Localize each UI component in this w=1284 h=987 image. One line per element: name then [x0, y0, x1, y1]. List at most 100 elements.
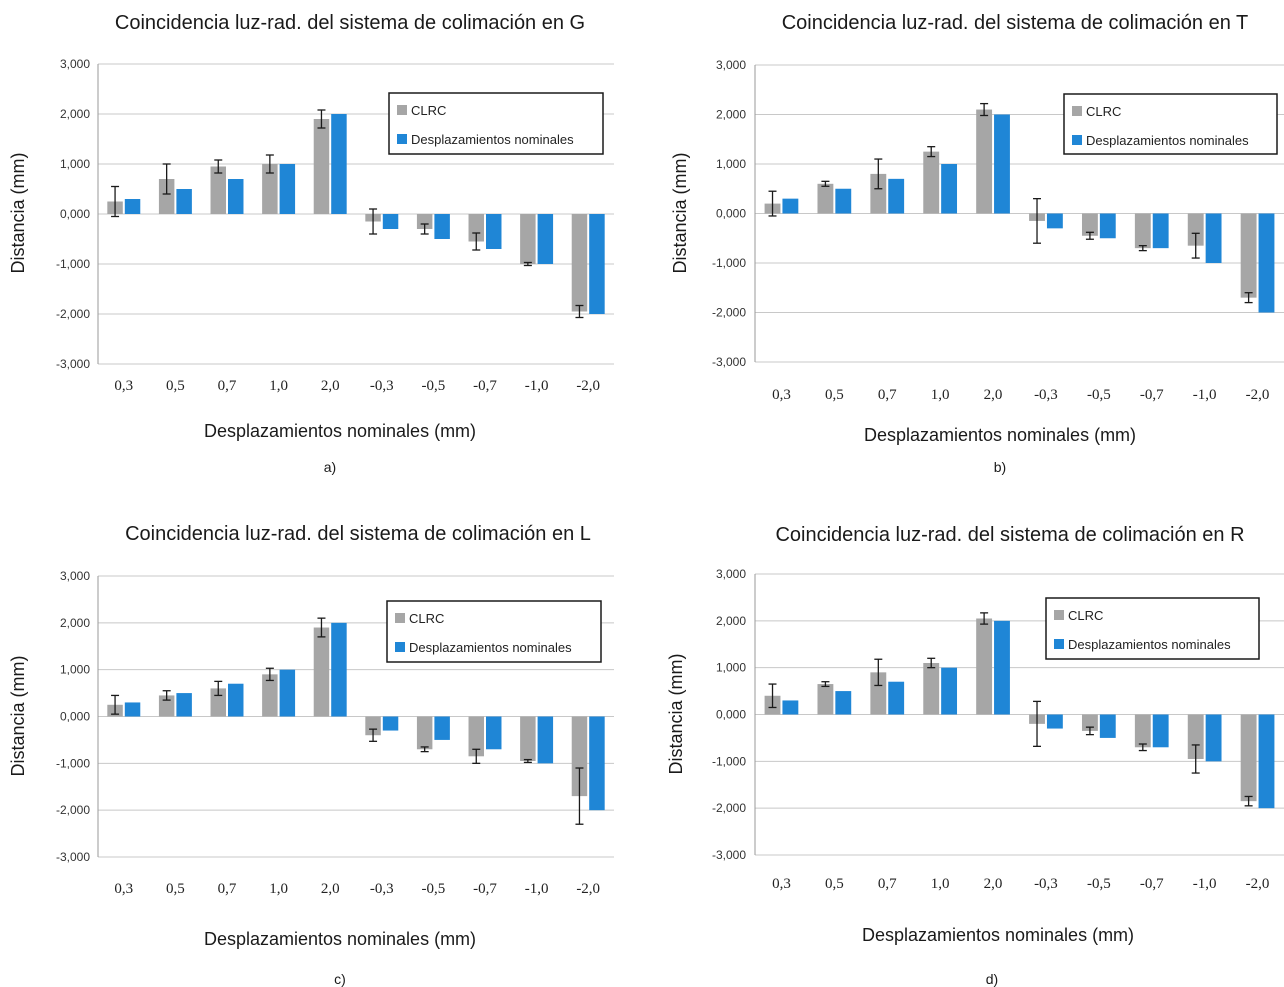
legend: CLRC Desplazamientos nominales	[388, 92, 604, 155]
error-bar	[1033, 700, 1042, 747]
error-bar	[265, 154, 274, 174]
x-tick-label: 0,3	[772, 387, 791, 403]
error-bar	[874, 658, 883, 687]
error-bar	[214, 159, 223, 174]
x-tick-label: -0,7	[1140, 876, 1164, 892]
bar-nominal	[589, 214, 605, 314]
bar-nominal	[1205, 714, 1222, 762]
y-tick-label: -2,000	[56, 307, 90, 321]
chart-title: Coincidencia luz-rad. del sistema de col…	[115, 12, 585, 34]
legend-label: CLRC	[411, 103, 446, 118]
y-axis-label: Distancia (mm)	[666, 653, 686, 774]
bar-nominal	[994, 114, 1010, 214]
legend-swatch	[1072, 135, 1082, 145]
bar-nominal	[279, 164, 296, 214]
x-tick-label: 0,7	[878, 387, 897, 403]
bar-nominal	[1046, 714, 1063, 729]
y-tick-label: 3,000	[716, 567, 746, 581]
chart-title: Coincidencia luz-rad. del sistema de col…	[782, 12, 1249, 34]
bar-clrc	[416, 716, 433, 750]
x-tick-label: -2,0	[576, 378, 600, 394]
x-tick-label: 2,0	[321, 881, 340, 897]
chart-title: Coincidencia luz-rad. del sistema de col…	[125, 523, 591, 545]
x-tick-label: 2,0	[984, 387, 1003, 403]
y-tick-label: 2,000	[716, 108, 746, 122]
x-tick-label: -1,0	[1193, 876, 1217, 892]
chart-panel-2: Coincidencia luz-rad. del sistema de col…	[8, 523, 614, 987]
error-bar	[1085, 726, 1094, 736]
legend-label: Desplazamientos nominales	[1086, 133, 1249, 148]
error-bar	[1138, 743, 1147, 752]
x-tick-label: -0,3	[370, 378, 394, 394]
legend: CLRC Desplazamientos nominales	[386, 600, 602, 663]
bar-clrc	[1240, 714, 1257, 802]
y-tick-label: -1,000	[56, 756, 90, 770]
bar-nominal	[331, 114, 347, 214]
y-tick-label: 0,000	[60, 207, 90, 221]
y-axis-label: Distancia (mm)	[670, 152, 690, 273]
bar-clrc	[262, 164, 278, 214]
chart-panel-1: Coincidencia luz-rad. del sistema de col…	[670, 12, 1284, 475]
y-tick-label: 3,000	[60, 57, 90, 71]
bar-clrc	[313, 627, 330, 717]
chart-title: Coincidencia luz-rad. del sistema de col…	[775, 524, 1244, 546]
bar-clrc	[923, 151, 940, 214]
legend-box	[386, 600, 602, 663]
x-tick-label: 1,0	[269, 378, 288, 394]
x-tick-label: 0,7	[878, 876, 897, 892]
y-tick-label: -1,000	[56, 257, 90, 271]
x-tick-label: 0,5	[166, 881, 185, 897]
error-bar	[523, 758, 532, 764]
bar-clrc	[976, 109, 993, 214]
error-bar	[1138, 245, 1147, 252]
bar-clrc	[210, 166, 226, 214]
error-bar	[821, 681, 830, 688]
x-tick-label: -0,3	[370, 881, 394, 897]
y-tick-label: -1,000	[712, 754, 746, 768]
legend-swatch	[397, 105, 407, 115]
error-bar	[162, 163, 171, 195]
x-axis-label: Desplazamientos nominales (mm)	[864, 425, 1136, 445]
x-tick-label: 0,7	[218, 378, 237, 394]
bar-nominal	[941, 667, 958, 715]
error-bar	[575, 767, 584, 825]
y-tick-label: 2,000	[60, 616, 90, 630]
bar-nominal	[434, 716, 450, 740]
bar-nominal	[1046, 213, 1063, 229]
error-bar	[420, 223, 429, 235]
bar-nominal	[124, 702, 141, 717]
bar-clrc	[365, 716, 381, 736]
bar-nominal	[537, 716, 554, 764]
bar-nominal	[1152, 714, 1169, 748]
x-tick-label: 0,7	[218, 881, 237, 897]
bar-clrc	[1187, 213, 1204, 246]
y-tick-label: 1,000	[60, 663, 90, 677]
legend-label: Desplazamientos nominales	[1068, 637, 1231, 652]
bar-nominal	[888, 178, 905, 214]
bar-clrc	[520, 214, 536, 264]
x-tick-label: 2,0	[984, 876, 1003, 892]
x-tick-label: -0,7	[473, 881, 497, 897]
x-tick-label: 0,3	[114, 378, 133, 394]
legend-swatch	[1054, 610, 1064, 620]
panel-label: d)	[986, 971, 998, 987]
legend-box	[1063, 93, 1278, 155]
bar-nominal	[331, 622, 347, 717]
x-tick-label: -0,7	[1140, 387, 1164, 403]
y-tick-label: 1,000	[60, 157, 90, 171]
error-bar	[980, 102, 989, 117]
bar-nominal	[888, 681, 905, 715]
legend-label: Desplazamientos nominales	[409, 640, 572, 655]
bar-nominal	[1258, 714, 1275, 809]
x-tick-label: 1,0	[931, 876, 950, 892]
x-tick-label: 0,5	[825, 876, 844, 892]
bar-nominal	[124, 199, 141, 214]
bar-nominal	[382, 716, 399, 731]
bar-clrc	[817, 183, 834, 214]
error-bar	[1244, 795, 1253, 807]
error-bar	[980, 612, 989, 625]
bar-nominal	[486, 716, 502, 750]
bar-nominal	[537, 214, 554, 264]
bar-clrc	[1240, 213, 1257, 298]
panel-label: c)	[334, 971, 346, 987]
